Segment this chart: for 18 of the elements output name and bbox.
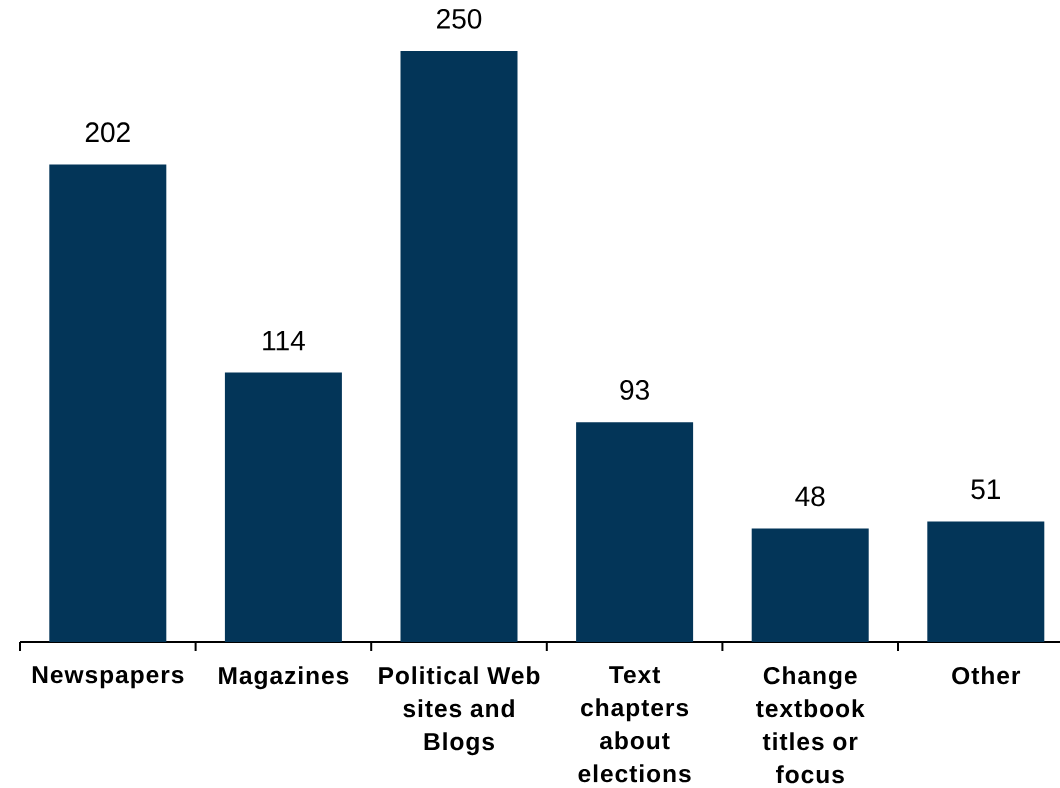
bar: [576, 422, 694, 642]
x-tick-label: Political Web sites and Blogs: [379, 666, 540, 756]
bar: [927, 521, 1045, 642]
data-label: 51: [971, 479, 1000, 500]
x-tick-label: Other: [952, 666, 1021, 685]
x-tick-label: Change textbook titles or focus: [756, 666, 865, 784]
x-tick-label: Newspapers: [32, 666, 184, 689]
bar: [49, 164, 167, 642]
data-label: 250: [437, 8, 482, 29]
x-tick-label: Magazines: [219, 666, 349, 690]
data-label: 48: [795, 486, 825, 507]
bar: [400, 50, 518, 642]
bar: [224, 372, 342, 642]
x-tick-label: Text chapters about elections: [578, 666, 691, 783]
data-label: 93: [620, 380, 649, 400]
data-label: 202: [85, 122, 130, 143]
bar: [751, 528, 869, 642]
data-label: 114: [263, 330, 305, 351]
